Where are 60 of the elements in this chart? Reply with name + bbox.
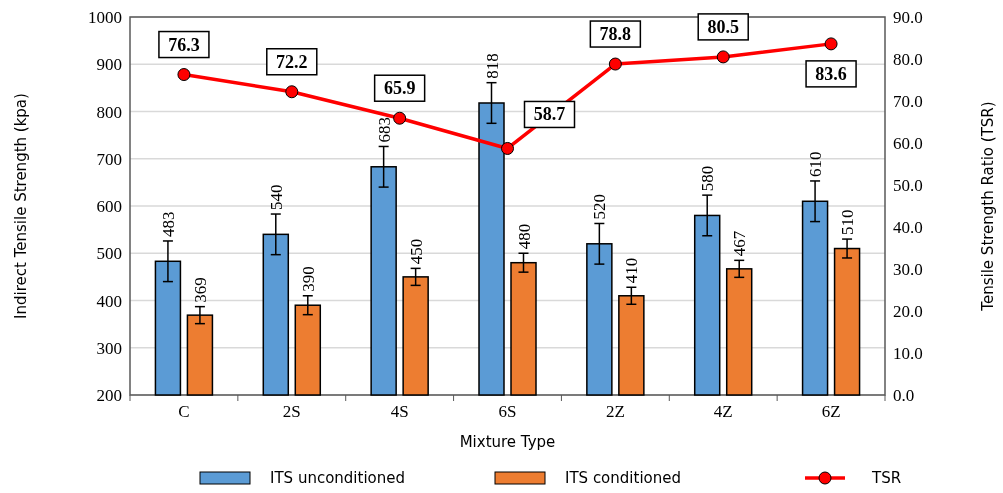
data-label: 410 bbox=[622, 257, 642, 284]
y-tick-label: 1000 bbox=[88, 8, 122, 27]
legend-label: ITS conditioned bbox=[565, 469, 681, 487]
y2-tick-label: 70.0 bbox=[893, 92, 923, 111]
y-tick-label: 400 bbox=[96, 291, 122, 311]
x-axis-title: Mixture Type bbox=[459, 433, 556, 451]
data-label: 78.8 bbox=[599, 24, 632, 45]
data-label: 369 bbox=[190, 277, 210, 303]
y2-tick-label: 20.0 bbox=[893, 302, 923, 321]
point bbox=[716, 50, 730, 64]
y2-tick-label: 0.0 bbox=[893, 386, 915, 405]
data-label: 65.9 bbox=[383, 78, 416, 99]
y2-tick-label: 30.0 bbox=[893, 260, 923, 279]
data-label: 818 bbox=[482, 53, 502, 79]
y-tick-label: 900 bbox=[96, 55, 122, 75]
data-label: 80.5 bbox=[707, 16, 739, 37]
data-label: 580 bbox=[698, 165, 718, 192]
data-label: 540 bbox=[266, 184, 286, 211]
y2-tick-label: 80.0 bbox=[893, 50, 923, 69]
data-label: 467 bbox=[730, 230, 750, 257]
y2-tick-label: 60.0 bbox=[893, 134, 923, 153]
y2-axis-title: Tensile Strength Ratio (TSR) bbox=[979, 101, 997, 312]
y-tick-label: 500 bbox=[96, 244, 122, 264]
y2-tick-label: 40.0 bbox=[893, 218, 923, 237]
y2-tick-label: 10.0 bbox=[893, 344, 923, 363]
data-label: 390 bbox=[298, 266, 318, 292]
point bbox=[285, 85, 299, 99]
data-label: 58.7 bbox=[533, 104, 566, 125]
data-label: 520 bbox=[590, 193, 610, 220]
point bbox=[608, 57, 622, 71]
data-label: 480 bbox=[514, 223, 534, 250]
point bbox=[177, 68, 191, 82]
point bbox=[393, 111, 407, 125]
y-axis-title: Indirect Tensile Strength (kpa) bbox=[12, 93, 30, 319]
x-tick-label: 4S bbox=[390, 402, 409, 421]
legend-label: ITS unconditioned bbox=[270, 469, 405, 487]
data-label: 683 bbox=[374, 116, 394, 143]
x-tick-label: 6S bbox=[498, 402, 517, 421]
y-tick-label: 200 bbox=[96, 386, 122, 405]
y-tick-label: 300 bbox=[96, 338, 122, 358]
data-label: 483 bbox=[158, 211, 178, 237]
y-tick-label: 700 bbox=[96, 149, 122, 169]
x-tick-label: 6Z bbox=[821, 402, 841, 421]
point bbox=[501, 141, 514, 155]
point bbox=[824, 37, 838, 51]
y-tick-label: 800 bbox=[96, 102, 122, 122]
data-label: 83.6 bbox=[815, 63, 847, 84]
data-label: 76.3 bbox=[168, 34, 200, 55]
y-tick-label: 600 bbox=[96, 197, 122, 216]
data-label: 72.2 bbox=[276, 51, 308, 72]
x-tick-label: 2Z bbox=[605, 402, 625, 421]
legend-label: TSR bbox=[871, 469, 902, 487]
x-tick-label: C bbox=[178, 402, 190, 421]
y2-tick-label: 90.0 bbox=[893, 8, 923, 27]
x-tick-label: 2S bbox=[282, 402, 301, 421]
data-label: 450 bbox=[406, 238, 426, 265]
y2-tick-label: 50.0 bbox=[893, 176, 923, 195]
data-label: 610 bbox=[806, 151, 826, 177]
data-label: 510 bbox=[838, 209, 858, 236]
x-tick-label: 4Z bbox=[713, 402, 733, 421]
